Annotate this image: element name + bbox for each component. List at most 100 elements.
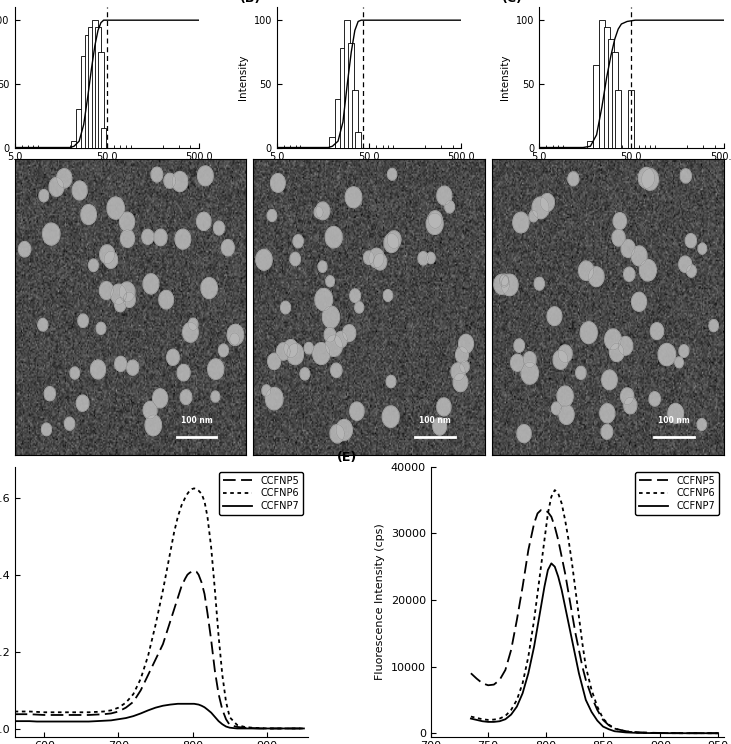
CCFNP6 bbox=[564, 536, 573, 545]
Polygon shape bbox=[350, 403, 364, 420]
CCFNP7 bbox=[564, 619, 573, 628]
Polygon shape bbox=[675, 357, 683, 368]
CCFNP7 bbox=[547, 559, 556, 568]
Text: 100 nm: 100 nm bbox=[420, 417, 451, 426]
Polygon shape bbox=[579, 261, 594, 280]
CCFNP6 bbox=[512, 696, 521, 705]
CCFNP7 bbox=[605, 725, 613, 734]
Text: (C): (C) bbox=[502, 0, 523, 4]
CCFNP7 bbox=[518, 689, 527, 698]
Polygon shape bbox=[164, 173, 175, 188]
CCFNP7 bbox=[92, 716, 101, 725]
CCFNP7 bbox=[593, 716, 602, 725]
Polygon shape bbox=[632, 292, 646, 311]
Polygon shape bbox=[364, 251, 374, 264]
CCFNP7 bbox=[656, 728, 665, 737]
Polygon shape bbox=[281, 301, 290, 314]
Polygon shape bbox=[120, 212, 135, 231]
CCFNP6 bbox=[121, 698, 130, 707]
X-axis label: Diameter (nm): Diameter (nm) bbox=[593, 168, 670, 178]
Polygon shape bbox=[42, 223, 60, 245]
CCFNP5 bbox=[530, 519, 539, 527]
CCFNP5 bbox=[610, 724, 619, 733]
CCFNP7 bbox=[633, 728, 642, 737]
Polygon shape bbox=[651, 323, 664, 339]
CCFNP6 bbox=[610, 724, 619, 733]
CCFNP7 bbox=[599, 722, 607, 731]
Polygon shape bbox=[265, 388, 283, 410]
Polygon shape bbox=[175, 229, 191, 249]
Polygon shape bbox=[326, 276, 334, 286]
CCFNP7 bbox=[121, 713, 130, 722]
CCFNP6 bbox=[578, 639, 587, 648]
CCFNP7 bbox=[300, 724, 308, 733]
CCFNP5 bbox=[621, 727, 630, 736]
CCFNP6 bbox=[129, 690, 137, 699]
Polygon shape bbox=[268, 210, 276, 222]
Polygon shape bbox=[433, 417, 447, 435]
Polygon shape bbox=[270, 173, 285, 192]
Polygon shape bbox=[189, 318, 198, 330]
Polygon shape bbox=[453, 373, 468, 391]
Polygon shape bbox=[558, 345, 572, 362]
CCFNP5 bbox=[121, 703, 130, 712]
Polygon shape bbox=[460, 361, 469, 373]
CCFNP6 bbox=[557, 499, 566, 508]
CCFNP6 bbox=[571, 586, 580, 594]
CCFNP7 bbox=[478, 716, 487, 725]
Bar bbox=[95, 27, 101, 147]
Text: (B): (B) bbox=[240, 0, 261, 4]
Bar bbox=[612, 52, 618, 147]
Text: 100 nm: 100 nm bbox=[181, 417, 213, 426]
Polygon shape bbox=[355, 302, 363, 313]
Polygon shape bbox=[686, 234, 697, 248]
Polygon shape bbox=[318, 261, 327, 272]
Polygon shape bbox=[350, 289, 360, 302]
Polygon shape bbox=[197, 166, 213, 186]
CCFNP5 bbox=[507, 646, 515, 655]
Polygon shape bbox=[679, 256, 692, 272]
Polygon shape bbox=[330, 425, 344, 443]
Polygon shape bbox=[78, 314, 88, 327]
Polygon shape bbox=[679, 344, 689, 357]
Line: CCFNP6: CCFNP6 bbox=[471, 490, 718, 734]
CCFNP7 bbox=[621, 728, 630, 737]
Polygon shape bbox=[81, 205, 96, 225]
Polygon shape bbox=[437, 398, 451, 416]
CCFNP7 bbox=[292, 724, 301, 733]
CCFNP6 bbox=[587, 685, 596, 694]
CCFNP5 bbox=[656, 728, 665, 737]
Text: (E): (E) bbox=[337, 451, 357, 464]
CCFNP6 bbox=[530, 615, 539, 624]
CCFNP6 bbox=[537, 562, 545, 571]
Polygon shape bbox=[88, 259, 98, 272]
Polygon shape bbox=[115, 298, 126, 312]
Polygon shape bbox=[624, 397, 637, 414]
CCFNP7 bbox=[530, 642, 539, 651]
Polygon shape bbox=[534, 278, 545, 290]
CCFNP6 bbox=[533, 589, 542, 597]
CCFNP7 bbox=[581, 696, 590, 705]
CCFNP7 bbox=[490, 717, 499, 726]
CCFNP5 bbox=[568, 609, 577, 618]
Polygon shape bbox=[100, 245, 115, 263]
Polygon shape bbox=[64, 417, 75, 430]
Bar bbox=[85, 36, 91, 147]
CCFNP5 bbox=[466, 669, 475, 678]
CCFNP6 bbox=[92, 708, 101, 716]
CCFNP6 bbox=[484, 716, 493, 725]
Polygon shape bbox=[111, 284, 126, 304]
Polygon shape bbox=[143, 274, 159, 294]
Polygon shape bbox=[513, 212, 529, 233]
CCFNP6 bbox=[10, 707, 19, 716]
Bar bbox=[98, 52, 104, 147]
CCFNP5 bbox=[478, 679, 487, 687]
Bar bbox=[604, 27, 610, 147]
Bar bbox=[348, 43, 354, 147]
Polygon shape bbox=[500, 275, 509, 286]
Bar bbox=[355, 132, 361, 147]
CCFNP5 bbox=[587, 692, 596, 701]
CCFNP5 bbox=[578, 662, 587, 671]
Polygon shape bbox=[262, 385, 270, 396]
CCFNP7 bbox=[578, 682, 587, 691]
